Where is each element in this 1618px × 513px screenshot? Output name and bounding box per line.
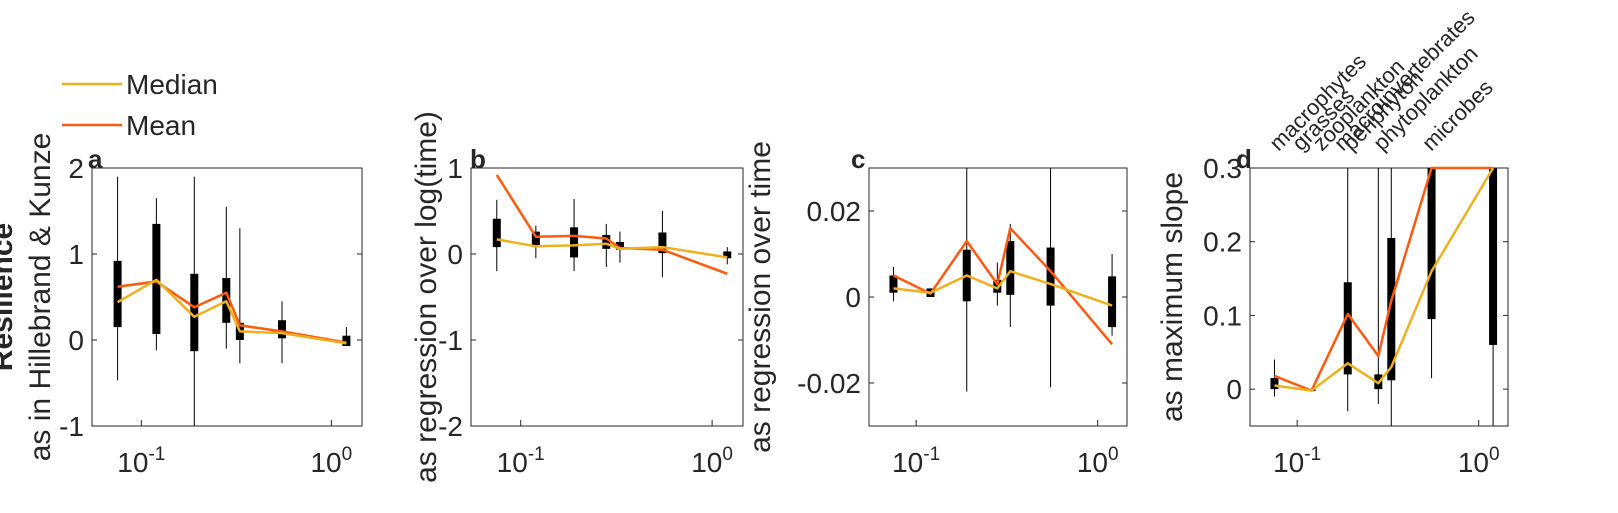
panel-d-marks (1270, 166, 1498, 426)
panel-d-median-line (1274, 167, 1495, 392)
panel-a-label: a (88, 144, 103, 174)
legend-mean-label: Mean (126, 110, 196, 141)
panel-d-box (1270, 378, 1279, 390)
panel-c-y-tick-label: 0 (845, 282, 861, 313)
panel-b-marks (492, 174, 732, 278)
panel-d-y-tick-label: 0.3 (1203, 153, 1242, 184)
panel-a-x-tick-label: 10-1 (117, 444, 165, 478)
panel-d-label: d (1236, 144, 1252, 174)
panel-d-box (1343, 282, 1352, 375)
panel-a-ylabel-bold: Resilience (0, 223, 19, 371)
panel-c-y-tick-label: 0.02 (807, 196, 862, 227)
panel-d-y-tick-label: 0.1 (1203, 300, 1242, 331)
panel-c: -0.02 0 0.02 10-1 100 c as regression over … (744, 141, 1128, 478)
panel-d-y-tick-label: 0 (1226, 374, 1242, 405)
panel-a-y-tick-label: 2 (68, 153, 84, 184)
panel-c-x-tick-label: 10-1 (892, 444, 940, 478)
panel-d-y-tick-label: 0.2 (1203, 227, 1242, 258)
panel-c-mean-line (892, 226, 1114, 346)
panel-b-y-tick-label: -2 (438, 411, 463, 442)
panel-b: -2 -1 0 1 10-1 100 b as regression over log(… (410, 111, 744, 483)
panel-c-box (1108, 276, 1117, 328)
panel-c-box (1046, 247, 1055, 306)
panel-d-box (1387, 238, 1396, 381)
panel-d-mean-line (1274, 166, 1494, 392)
panel-d-y-ticks: 0 0.1 0.2 0.3 (1203, 153, 1508, 405)
panel-c-x-ticks: 10-1 100 (892, 420, 1119, 478)
panel-a-x-ticks: 10-1 100 (117, 420, 352, 478)
panel-a-box (113, 260, 122, 328)
panel-b-x-tick-label: 10-1 (497, 444, 545, 478)
panel-b-plot-area (470, 167, 744, 427)
panel-a-y-tick-label: -1 (59, 411, 84, 442)
panel-d-box (1427, 168, 1436, 320)
panel-a: -1 0 1 2 10-1 100 a Resilience as in Hillebr… (0, 133, 363, 478)
panel-a-x-tick-label: 100 (310, 444, 352, 478)
panel-b-x-ticks: 10-1 100 (497, 420, 733, 478)
panel-d-plot-area (1249, 167, 1509, 427)
panel-c-box (993, 279, 1002, 293)
panel-c-ylabel: as regression over time (744, 141, 777, 453)
panel-b-ylabel: as regression over log(time) (410, 111, 443, 483)
panel-c-y-ticks: -0.02 0 0.02 (797, 196, 1127, 399)
legend-median-label: Median (126, 69, 218, 100)
panel-b-median-line (496, 238, 728, 259)
panel-b-y-tick-label: 0 (447, 239, 463, 270)
panel-d-box (1489, 168, 1498, 345)
panel-a-y-ticks: -1 0 1 2 (59, 153, 362, 442)
panel-d: 0 0.1 0.2 0.3 10-1 100 macrophytesgrasseszoo… (1156, 5, 1509, 478)
panel-b-box (723, 251, 732, 259)
panel-c-y-tick-label: -0.02 (797, 368, 861, 399)
panel-b-mean-line (495, 174, 728, 275)
panel-b-box (531, 231, 540, 248)
panel-c-box (1006, 241, 1015, 295)
panel-a-marks (113, 176, 351, 426)
legend: Median Mean (62, 69, 218, 141)
panel-b-box (602, 235, 611, 249)
panel-b-box (615, 241, 624, 250)
panel-c-box (889, 275, 898, 293)
panel-b-y-tick-label: 1 (447, 153, 463, 184)
panel-a-box (342, 335, 351, 347)
panel-c-marks (889, 168, 1117, 392)
panel-c-label: c (851, 144, 865, 174)
panel-a-median-line (116, 278, 347, 345)
panel-b-box (570, 227, 579, 258)
panel-a-plot-area (91, 167, 363, 427)
panel-c-x-tick-label: 100 (1077, 444, 1119, 478)
panel-b-label: b (470, 144, 486, 174)
panel-b-box (492, 218, 501, 248)
panel-d-category-labels: macrophytesgrasseszooplanktonmacroinvert… (1264, 5, 1497, 156)
panel-a-box (190, 273, 199, 352)
panel-b-x-tick-label: 100 (691, 444, 733, 478)
panel-d-x-tick-label: 10-1 (1273, 444, 1321, 478)
panel-b-y-ticks: -2 -1 0 1 (438, 153, 743, 442)
panel-d-x-tick-label: 100 (1458, 444, 1500, 478)
panel-a-y-tick-label: 1 (68, 239, 84, 270)
panel-c-median-line (893, 269, 1113, 307)
panel-b-y-tick-label: -1 (438, 325, 463, 356)
panel-d-x-ticks: 10-1 100 (1273, 420, 1500, 478)
panel-a-ylabel: as in Hillebrand & Kunze (24, 133, 57, 462)
panel-a-y-tick-label: 0 (68, 325, 84, 356)
panel-b-box (658, 232, 667, 254)
panel-d-ylabel: as maximum slope (1156, 172, 1189, 422)
panel-a-box (278, 320, 287, 339)
